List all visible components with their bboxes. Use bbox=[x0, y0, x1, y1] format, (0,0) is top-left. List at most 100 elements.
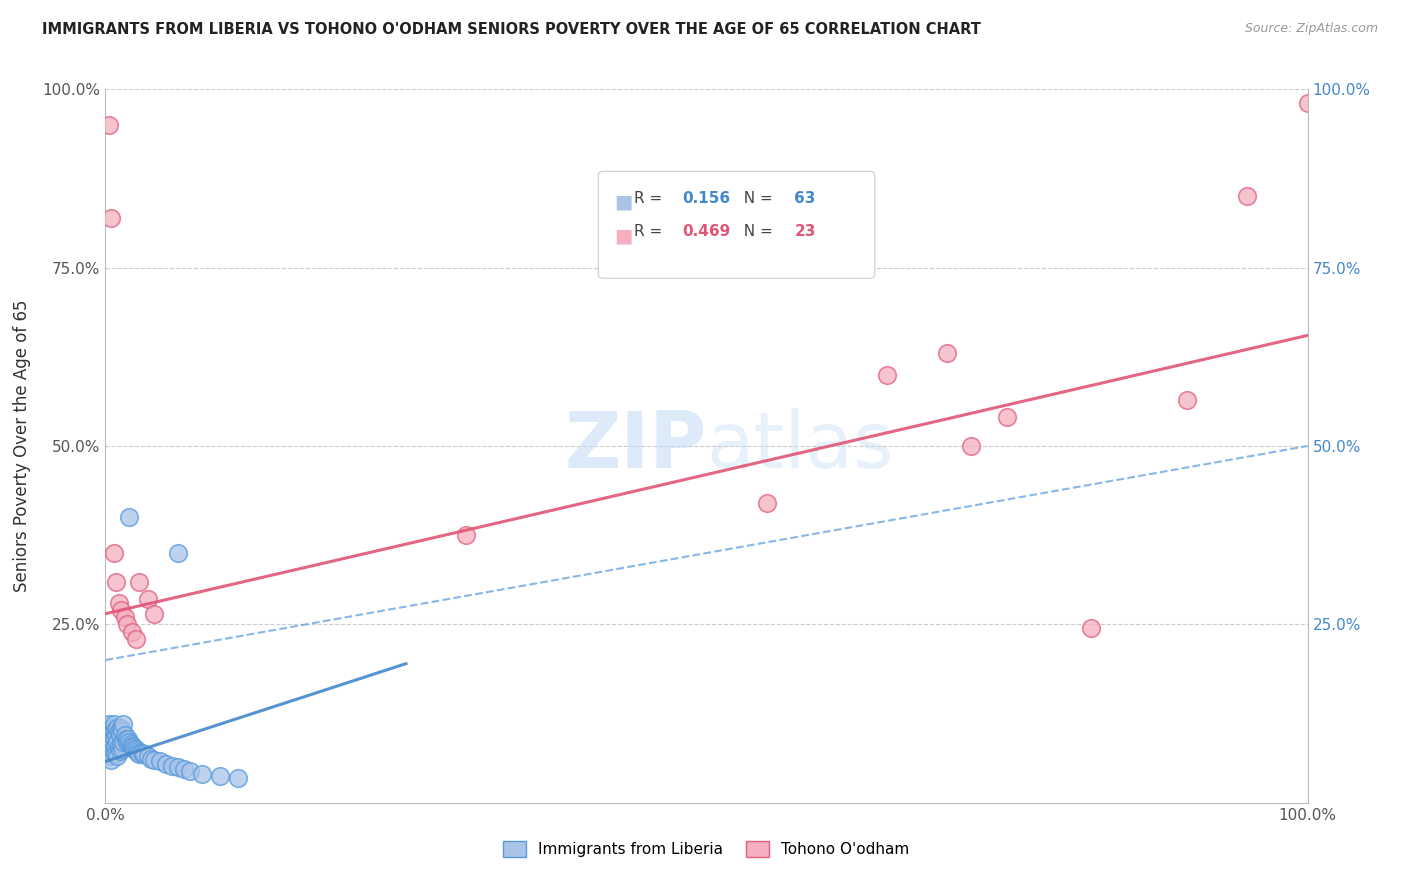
Text: ■: ■ bbox=[614, 227, 633, 245]
Point bbox=[103, 717, 125, 731]
Point bbox=[98, 717, 121, 731]
Point bbox=[101, 742, 124, 756]
Text: atlas: atlas bbox=[707, 408, 894, 484]
Point bbox=[104, 739, 127, 753]
Point bbox=[97, 724, 120, 739]
Point bbox=[960, 439, 983, 453]
Point bbox=[98, 735, 121, 749]
Text: ZIP: ZIP bbox=[564, 408, 707, 484]
Point bbox=[755, 496, 778, 510]
Point bbox=[118, 735, 141, 749]
Point bbox=[226, 771, 249, 785]
Point bbox=[114, 728, 136, 742]
Point bbox=[98, 118, 121, 132]
Point bbox=[103, 731, 125, 746]
Point bbox=[148, 755, 170, 769]
Point bbox=[124, 632, 146, 646]
Point bbox=[127, 746, 149, 760]
Point bbox=[105, 574, 128, 589]
Point bbox=[100, 753, 122, 767]
Point bbox=[112, 717, 135, 731]
Point bbox=[121, 739, 143, 753]
Point bbox=[160, 758, 183, 772]
Point bbox=[107, 724, 129, 739]
Text: 0.469: 0.469 bbox=[682, 224, 731, 239]
Point bbox=[1296, 96, 1319, 111]
Point bbox=[115, 731, 138, 746]
Point bbox=[995, 410, 1018, 425]
Point bbox=[936, 346, 959, 360]
Point bbox=[103, 546, 125, 560]
Point bbox=[100, 739, 122, 753]
Point bbox=[128, 574, 150, 589]
Point bbox=[112, 735, 135, 749]
Point bbox=[114, 610, 136, 624]
Point bbox=[98, 746, 121, 760]
Point bbox=[166, 760, 188, 774]
FancyBboxPatch shape bbox=[599, 171, 875, 278]
Text: N =: N = bbox=[734, 224, 778, 239]
Point bbox=[96, 739, 118, 753]
Point bbox=[139, 751, 162, 765]
Point bbox=[179, 764, 201, 778]
Point bbox=[173, 762, 195, 776]
Point bbox=[117, 731, 139, 746]
Point bbox=[98, 749, 121, 764]
Point bbox=[132, 747, 155, 762]
Point bbox=[115, 617, 138, 632]
Point bbox=[98, 731, 121, 746]
Point bbox=[166, 546, 188, 560]
Point bbox=[128, 747, 150, 762]
Point bbox=[118, 510, 141, 524]
Point bbox=[107, 749, 129, 764]
Text: N =: N = bbox=[734, 191, 778, 205]
Point bbox=[97, 742, 120, 756]
Legend: Immigrants from Liberia, Tohono O'odham: Immigrants from Liberia, Tohono O'odham bbox=[498, 835, 915, 863]
Y-axis label: Seniors Poverty Over the Age of 65: Seniors Poverty Over the Age of 65 bbox=[14, 300, 31, 592]
Point bbox=[142, 753, 165, 767]
Point bbox=[105, 728, 128, 742]
Point bbox=[125, 744, 148, 758]
Point bbox=[120, 737, 142, 751]
Point bbox=[107, 721, 129, 735]
Text: 0.156: 0.156 bbox=[682, 191, 731, 205]
Point bbox=[108, 744, 131, 758]
Text: IMMIGRANTS FROM LIBERIA VS TOHONO O'ODHAM SENIORS POVERTY OVER THE AGE OF 65 COR: IMMIGRANTS FROM LIBERIA VS TOHONO O'ODHA… bbox=[42, 22, 981, 37]
Point bbox=[110, 737, 132, 751]
Text: R =: R = bbox=[634, 224, 668, 239]
Text: Source: ZipAtlas.com: Source: ZipAtlas.com bbox=[1244, 22, 1378, 36]
Point bbox=[876, 368, 898, 382]
Point bbox=[136, 749, 159, 764]
Point bbox=[108, 728, 131, 742]
Text: R =: R = bbox=[634, 191, 668, 205]
Point bbox=[107, 735, 129, 749]
Point bbox=[454, 528, 477, 542]
Point bbox=[107, 596, 129, 610]
Point bbox=[124, 742, 146, 756]
Point bbox=[111, 724, 134, 739]
Point bbox=[103, 746, 125, 760]
Point bbox=[142, 607, 165, 621]
Point bbox=[1236, 189, 1258, 203]
Point bbox=[105, 746, 128, 760]
Point bbox=[122, 740, 145, 755]
Point bbox=[208, 769, 231, 783]
Point bbox=[190, 767, 212, 781]
Point bbox=[107, 740, 129, 755]
Point bbox=[121, 624, 143, 639]
Point bbox=[100, 721, 122, 735]
Point bbox=[110, 721, 132, 735]
Point bbox=[124, 742, 146, 756]
Point bbox=[110, 603, 132, 617]
Point bbox=[1080, 621, 1102, 635]
Point bbox=[1175, 392, 1198, 407]
Text: 63: 63 bbox=[794, 191, 815, 205]
Text: ■: ■ bbox=[614, 193, 633, 211]
Point bbox=[136, 592, 159, 607]
Point bbox=[111, 742, 134, 756]
Point bbox=[155, 756, 177, 771]
Point bbox=[98, 728, 121, 742]
Point bbox=[101, 724, 124, 739]
Point bbox=[115, 735, 138, 749]
Point bbox=[131, 746, 153, 760]
